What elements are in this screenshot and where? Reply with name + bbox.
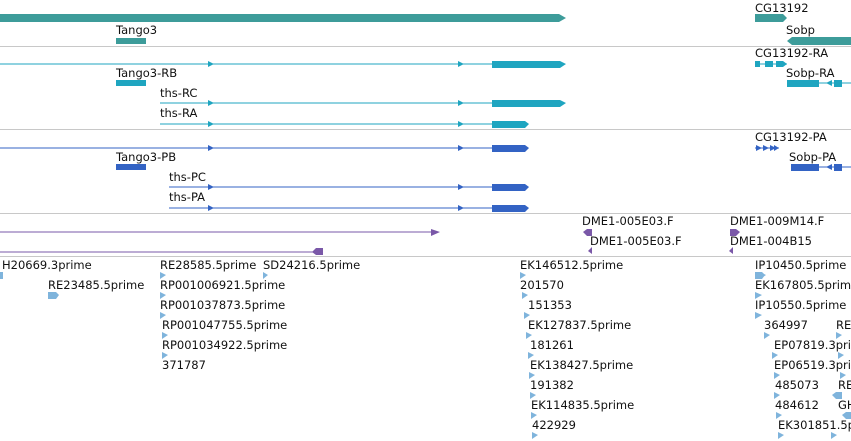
est-label[interactable]: EK138427.5prime [530,358,634,372]
cdna-label-dme1-005e03-f-a[interactable]: DME1-005E03.F [582,214,674,228]
transcript-track: Tango3-RB ths-RC ths-RA CG13192-RA Sobp-… [0,46,851,129]
transcript-label-sobp-ra[interactable]: Sobp-RA [786,66,835,80]
protein-track: Tango3-PB ths-PC ths-PA CG13192-PA Sobp-… [0,130,851,213]
est-label[interactable]: 484612 [775,398,819,412]
protein-label-sobp-pa[interactable]: Sobp-PA [789,150,837,164]
est-label[interactable]: RP001037873.5prime [160,298,286,312]
est-glyphs-column-2[interactable] [520,272,538,439]
est-glyphs-column-3[interactable] [755,272,851,439]
transcript-label-ths-rc[interactable]: ths-RC [160,86,198,100]
est-label[interactable]: EK114835.5prime [531,398,635,412]
transcript-sobp-ra-glyph[interactable] [787,80,851,87]
transcript-ths-rc-glyph[interactable] [160,100,566,107]
transcript-track-glyphs [0,61,851,128]
est-label[interactable]: RE28585.5prime [160,258,257,272]
est-label[interactable]: SD24216.5prime [263,258,361,272]
est-label[interactable]: RP001034922.5prime [162,338,288,352]
transcript-cg13192-ra-glyph[interactable] [755,61,787,67]
est-label[interactable]: 422929 [532,418,576,432]
est-label[interactable]: EK127837.5prime [528,318,632,332]
cdna-alignment-2-glyph[interactable] [0,248,323,255]
protein-track-glyphs [0,145,851,212]
est-glyphs-column-1[interactable] [0,272,268,359]
cdna-label-dme1-004b15[interactable]: DME1-004B15 [730,234,812,248]
protein-cg13192-pa-glyph[interactable] [755,145,779,151]
est-track-glyphs [0,272,851,439]
protein-label-ths-pa[interactable]: ths-PA [169,190,206,204]
protein-ths-pc-glyph[interactable] [169,184,529,191]
transcript-label-ths-ra[interactable]: ths-RA [160,106,198,120]
gene-tango3-glyph[interactable] [0,14,566,44]
transcript-tango3-rb-glyph[interactable] [0,61,566,86]
est-label[interactable]: 201570 [520,278,564,292]
transcript-label-tango3-rb[interactable]: Tango3-RB [116,66,178,80]
transcript-label-cg13192-ra[interactable]: CG13192-RA [755,46,829,60]
cdna-track-glyphs [0,229,740,255]
est-label[interactable]: H20669.3prime [2,258,92,272]
est-label[interactable]: IP10450.5prime [755,258,847,272]
est-label[interactable]: EK167805.5prime [755,278,851,292]
gene-cg13192-glyph[interactable] [755,14,787,22]
gene-track-glyphs [0,14,851,45]
cdna-dme1-005e03-f-b-glyph[interactable] [588,247,592,254]
est-label[interactable]: 371787 [162,358,206,372]
gene-label-cg13192[interactable]: CG13192 [755,1,809,15]
track-separator [0,213,851,214]
est-label[interactable]: RP001047755.5prime [162,318,288,332]
est-label[interactable]: 364997 [764,318,808,332]
est-label[interactable]: EP07819.3prime [774,338,851,352]
est-label[interactable]: 191382 [530,378,574,392]
est-label[interactable]: IP10550.5prime [755,298,847,312]
protein-label-cg13192-pa[interactable]: CG13192-PA [755,130,827,144]
protein-tango3-pb-glyph[interactable] [0,145,529,170]
cdna-label-dme1-009m14-f[interactable]: DME1-009M14.F [730,214,825,228]
cdna-track: DME1-005E03.F DME1-005E03.F DME1-009M14.… [0,214,851,256]
protein-ths-pa-glyph[interactable] [169,205,529,212]
track-separator [0,46,851,47]
est-track: H20669.3prime RE23485.5prime RE28585.5pr… [0,257,851,441]
est-label[interactable]: 181261 [530,338,574,352]
cdna-dme1-005e03-f-a-glyph[interactable] [583,229,592,236]
est-label[interactable]: GH [838,398,851,412]
track-separator [0,256,851,257]
est-label[interactable]: RE23485.5prime [48,278,145,292]
est-label[interactable]: EK146512.5prime [520,258,624,272]
gene-label-tango3[interactable]: Tango3 [116,23,158,37]
cdna-dme1-004b15-glyph[interactable] [729,247,733,254]
transcript-ths-ra-glyph[interactable] [160,121,529,128]
cdna-dme1-009m14-f-glyph[interactable] [730,229,740,236]
track-separator [0,129,851,130]
gene-track: Tango3 CG13192 Sobp [0,0,851,46]
protein-label-tango3-pb[interactable]: Tango3-PB [116,150,177,164]
cdna-label-dme1-005e03-f-b[interactable]: DME1-005E03.F [590,234,682,248]
est-label[interactable]: EP06519.3prime [774,358,851,372]
est-label[interactable]: RP001006921.5prime [160,278,286,292]
est-label[interactable]: RE [838,378,851,392]
protein-label-ths-pc[interactable]: ths-PC [169,170,206,184]
gene-label-sobp[interactable]: Sobp [786,23,815,37]
est-label[interactable]: 485073 [775,378,819,392]
protein-sobp-pa-glyph[interactable] [791,164,851,171]
est-label[interactable]: 151353 [528,298,572,312]
est-label[interactable]: EK301851.5prime [778,418,851,432]
cdna-alignment-1-glyph[interactable] [0,229,440,236]
gene-sobp-glyph[interactable] [787,37,851,45]
est-label[interactable]: RE [836,318,851,332]
